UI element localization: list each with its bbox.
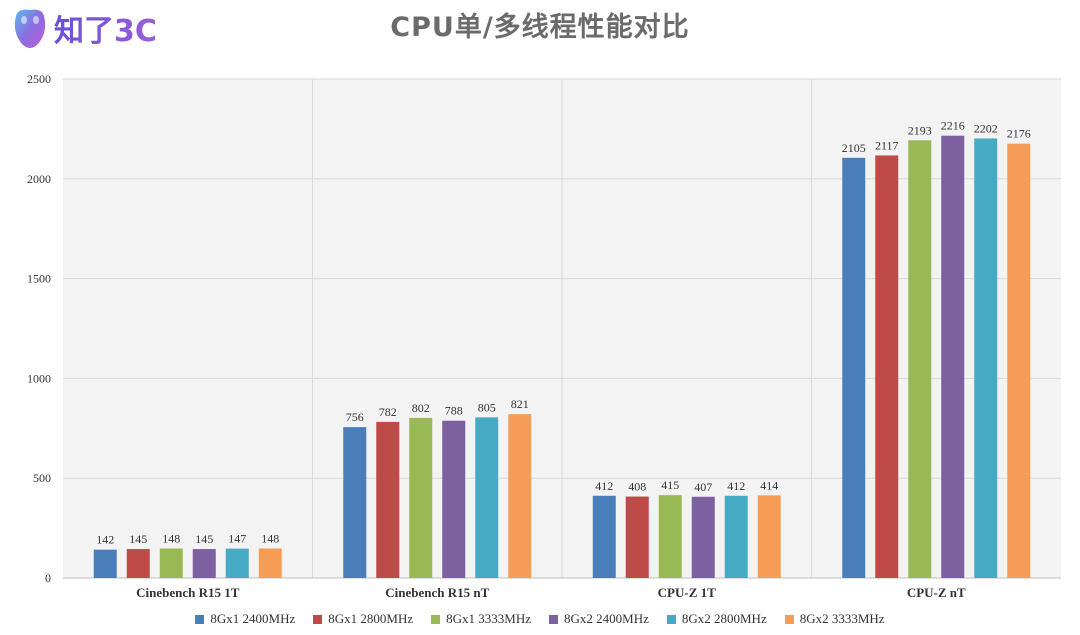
y-tick-label: 2000 <box>27 172 51 186</box>
legend-swatch <box>666 614 676 624</box>
bar <box>258 548 282 578</box>
data-label: 802 <box>412 401 430 415</box>
data-label: 145 <box>195 532 213 546</box>
legend-label: 8Gx1 2800MHz <box>328 611 414 626</box>
y-tick-label: 1000 <box>27 371 51 385</box>
bar <box>126 549 150 578</box>
y-tick-label: 500 <box>33 471 51 485</box>
legend-swatch <box>313 614 323 624</box>
bar <box>757 495 781 578</box>
data-label: 2176 <box>1007 127 1031 141</box>
legend-label: 8Gx2 3333MHz <box>799 611 885 626</box>
data-label: 145 <box>129 532 147 546</box>
bar <box>442 420 466 578</box>
data-label: 788 <box>445 404 463 418</box>
bar <box>592 495 616 578</box>
bar <box>225 548 249 578</box>
x-tick-label: CPU-Z nT <box>907 585 966 600</box>
data-label: 148 <box>162 531 180 545</box>
bar <box>658 495 682 578</box>
x-tick-label: Cinebench R15 1T <box>136 585 240 600</box>
bar <box>974 138 998 578</box>
bar <box>343 427 367 578</box>
data-label: 2202 <box>974 121 998 135</box>
bar <box>691 496 715 578</box>
data-label: 408 <box>628 480 646 494</box>
bar <box>908 140 932 578</box>
bar <box>724 495 748 578</box>
data-label: 412 <box>727 479 745 493</box>
legend-item: 8Gx1 2400MHz <box>195 611 295 627</box>
data-label: 148 <box>261 531 279 545</box>
data-label: 142 <box>96 533 114 547</box>
data-label: 2105 <box>842 141 866 155</box>
bar <box>1007 143 1031 578</box>
data-label: 756 <box>346 410 364 424</box>
logo-text: 知了3C <box>54 14 157 49</box>
chart-legend: 8Gx1 2400MHz 8Gx1 2800MHz 8Gx1 3333MHz 8Gx2… <box>0 608 1080 630</box>
bar <box>409 417 433 578</box>
chart-title: CPU单/多线程性能对比 <box>390 12 690 43</box>
x-tick-label: Cinebench R15 nT <box>385 585 489 600</box>
bar <box>376 421 400 578</box>
bar <box>475 417 499 578</box>
bar-chart: 0 500 1000 1500 2000 2500 142 145 148 145 147 148 Ci… <box>27 72 1061 600</box>
bar <box>192 549 216 578</box>
legend-label: 8Gx2 2400MHz <box>564 611 649 626</box>
legend-label: 8Gx1 3333MHz <box>446 611 531 626</box>
header: 知了3C CPU单/多线程性能对比 <box>0 0 1080 58</box>
y-tick-label: 2500 <box>27 72 51 86</box>
data-label: 415 <box>661 478 679 492</box>
data-label: 2193 <box>908 123 932 137</box>
legend-item: 8Gx2 3333MHz <box>784 611 885 627</box>
bar <box>508 414 532 578</box>
legend-swatch <box>784 614 794 624</box>
legend-swatch <box>431 614 441 624</box>
data-label: 805 <box>478 400 496 414</box>
data-label: 782 <box>379 405 397 419</box>
legend-label: 8Gx1 2400MHz <box>210 611 296 626</box>
data-label: 821 <box>511 397 529 411</box>
data-label: 2216 <box>941 119 965 133</box>
logo: 知了3C <box>14 9 157 49</box>
bar <box>842 157 866 579</box>
legend-swatch <box>195 614 205 624</box>
legend-label: 8Gx2 2800MHz <box>681 611 767 626</box>
bar <box>625 496 649 578</box>
data-label: 414 <box>760 478 778 492</box>
bar <box>875 155 899 579</box>
data-label: 2117 <box>875 138 899 152</box>
data-label: 412 <box>595 479 613 493</box>
bar <box>159 548 183 578</box>
data-label: 407 <box>694 480 712 494</box>
legend-swatch <box>549 614 558 624</box>
bar <box>941 135 965 578</box>
x-tick-label: CPU-Z 1T <box>658 585 716 600</box>
legend-item: 8Gx1 3333MHz <box>431 611 531 627</box>
legend-item: 8Gx2 2800MHz <box>666 611 767 627</box>
data-label: 147 <box>228 532 246 546</box>
legend-item: 8Gx2 2400MHz <box>549 611 649 627</box>
legend-item: 8Gx1 2800MHz <box>313 611 413 627</box>
logo-mark-icon <box>14 9 46 49</box>
bar <box>93 549 117 578</box>
y-tick-label: 0 <box>45 571 51 585</box>
y-tick-label: 1500 <box>27 272 51 286</box>
